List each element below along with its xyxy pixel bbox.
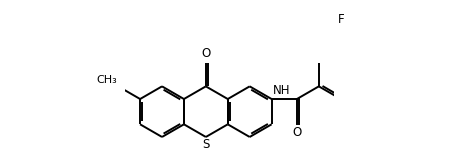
Text: F: F (337, 13, 344, 26)
Text: S: S (202, 138, 210, 151)
Text: O: O (292, 126, 302, 139)
Text: NH: NH (273, 84, 291, 97)
Text: O: O (201, 47, 211, 60)
Text: CH₃: CH₃ (96, 75, 117, 85)
